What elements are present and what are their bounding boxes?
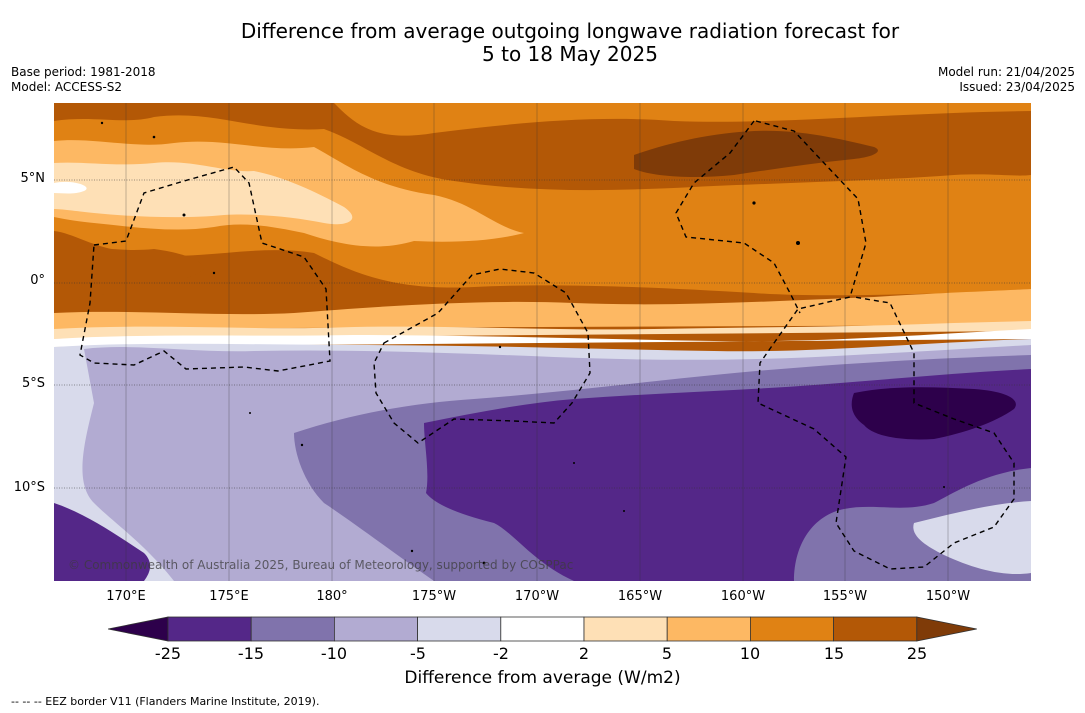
band-2-5-south <box>54 321 1031 339</box>
lat-tick-5n: 5°N <box>20 171 46 186</box>
band-minus25-below <box>851 387 1016 440</box>
title-line-2: 5 to 18 May 2025 <box>482 42 658 66</box>
base-period: Base period: 1981-2018 <box>11 65 156 79</box>
band-white-south <box>54 329 1031 347</box>
colorbar-tick: 15 <box>823 644 845 663</box>
colorbar-tick: -10 <box>320 644 348 663</box>
band-5-10-south <box>54 289 1031 329</box>
lon-tick-165w: 165°W <box>617 589 663 604</box>
colorbar <box>108 616 977 642</box>
copyright-notice: © Commonwealth of Australia 2025, Bureau… <box>68 558 574 572</box>
eez-borders <box>79 120 1015 570</box>
lon-tick-170e: 170°E <box>106 589 146 604</box>
colorbar-tick: 5 <box>661 644 673 663</box>
issued-date: Issued: 23/04/2025 <box>959 80 1075 94</box>
colorbar-tick: -15 <box>237 644 265 663</box>
run-info: Model run: 21/04/2025 Issued: 23/04/2025 <box>938 65 1075 95</box>
eez-footnote: -- -- -- EEZ border V11 (Flanders Marine… <box>11 695 320 708</box>
lat-tick-10s: 10°S <box>13 480 45 495</box>
islands <box>100 121 945 565</box>
colorbar-tick: 2 <box>578 644 590 663</box>
colorbar-segment <box>500 616 585 642</box>
lon-tick-160w: 160°W <box>720 589 766 604</box>
colorbar-extend-low <box>108 616 169 642</box>
colorbar-segment <box>666 616 751 642</box>
band-10-15-north <box>54 103 1031 136</box>
latitude-lines <box>54 179 1031 489</box>
lon-tick-150w: 150°W <box>925 589 971 604</box>
map-panel <box>54 103 1031 581</box>
model-run: Model run: 21/04/2025 <box>937 65 1075 79</box>
colorbar-segment <box>250 616 335 642</box>
colorbar-segment <box>750 616 835 642</box>
colorbar-segment <box>833 616 918 642</box>
lon-tick-180: 180° <box>316 589 348 604</box>
band-white-north <box>54 181 87 194</box>
colorbar-tick: 10 <box>739 644 761 663</box>
colorbar-segment <box>583 616 668 642</box>
band-minus2-se <box>913 501 1031 575</box>
title-line-1: Difference from average outgoing longwav… <box>240 19 900 43</box>
model-info: Base period: 1981-2018 Model: ACCESS-S2 <box>11 65 156 95</box>
colorbar-segment <box>333 616 418 642</box>
lon-tick-175e: 175°E <box>209 589 249 604</box>
band-25plus-north <box>634 130 878 177</box>
colorbar-tick: -5 <box>410 644 426 663</box>
lon-tick-170w: 170°W <box>514 589 560 604</box>
model-name: Model: ACCESS-S2 <box>11 80 123 94</box>
lon-tick-175w: 175°W <box>411 589 457 604</box>
colorbar-segment <box>417 616 502 642</box>
olr-anomaly-map <box>54 103 1031 581</box>
colorbar-tick: -2 <box>493 644 509 663</box>
colorbar-tick: 25 <box>906 644 928 663</box>
band-2-5-north <box>54 162 353 225</box>
colorbar-label: Difference from average (W/m2) <box>404 668 681 688</box>
lat-tick-0: 0° <box>30 273 45 288</box>
colorbar-tick: -25 <box>154 644 182 663</box>
map-title: Difference from average outgoing longwav… <box>0 20 1085 66</box>
lon-tick-155w: 155°W <box>822 589 868 604</box>
colorbar-extend-high <box>916 616 977 642</box>
lat-tick-5s: 5°S <box>21 376 45 391</box>
colorbar-segment <box>167 616 252 642</box>
graticule <box>125 103 949 581</box>
